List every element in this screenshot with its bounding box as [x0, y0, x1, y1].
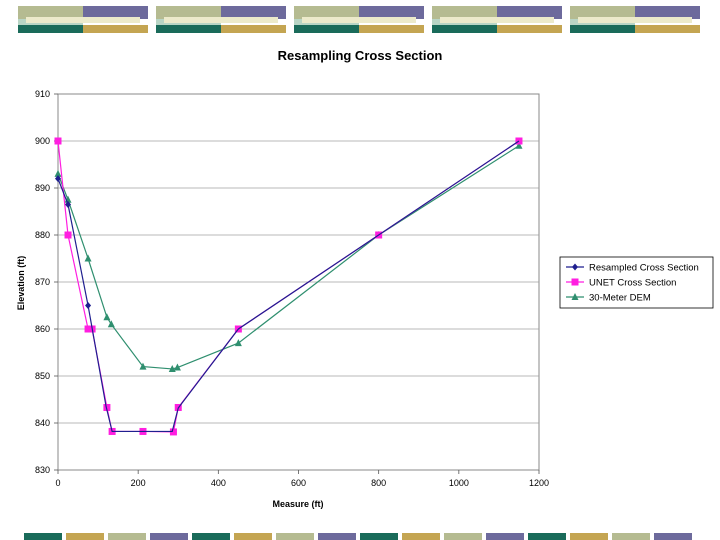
footer-tile	[276, 533, 314, 540]
footer-tile	[318, 533, 356, 540]
footer-tile	[360, 533, 398, 540]
data-point	[168, 364, 176, 372]
y-axis-label: Elevation (ft)	[16, 256, 26, 311]
data-point	[107, 320, 115, 328]
legend-label: UNET Cross Section	[589, 278, 676, 289]
footer-tile	[570, 533, 608, 540]
x-tick-label: 600	[291, 478, 306, 488]
data-point	[169, 428, 177, 436]
y-tick-label: 870	[35, 277, 50, 287]
banner-tile	[570, 6, 700, 33]
y-tick-label: 910	[35, 89, 50, 99]
y-tick-label: 840	[35, 418, 50, 428]
footer-tile	[192, 533, 230, 540]
series-line	[57, 140, 520, 433]
x-tick-label: 1200	[529, 478, 549, 488]
footer-tile	[654, 533, 692, 540]
plot-area: 830 840 850 860 870 880 890 900 910 0 200 400 600 800…	[35, 89, 549, 488]
data-point	[234, 339, 242, 347]
y-tick-label: 890	[35, 183, 50, 193]
data-point	[139, 362, 147, 370]
banner-tile	[294, 6, 424, 33]
legend-box	[559, 256, 714, 309]
data-point	[103, 313, 111, 321]
data-point	[54, 169, 62, 177]
legend-label: Resampled Cross Section	[589, 263, 699, 274]
data-point	[55, 175, 61, 183]
footer-tile	[486, 533, 524, 540]
x-tick-label: 1000	[449, 478, 469, 488]
legend-swatch-marker	[572, 263, 578, 271]
data-point	[85, 302, 92, 309]
footer-tile	[108, 533, 146, 540]
footer-banner	[24, 533, 696, 540]
data-point	[54, 137, 62, 145]
data-point	[65, 200, 72, 208]
data-point	[515, 141, 523, 149]
y-tick-label: 880	[35, 230, 50, 240]
data-point	[64, 231, 72, 239]
banner-tile	[156, 6, 286, 33]
chart-legend: Resampled Cross Section UNET Cross Sectio…	[559, 256, 714, 309]
footer-tile	[444, 533, 482, 540]
footer-tile	[150, 533, 188, 540]
legend-swatch-marker	[571, 293, 579, 300]
data-point	[84, 325, 92, 333]
y-tick-label: 900	[35, 136, 50, 146]
footer-tile	[612, 533, 650, 540]
x-tick-label: 800	[371, 478, 386, 488]
banner-tile	[432, 6, 562, 33]
banner-tile	[18, 6, 148, 33]
footer-tile	[66, 533, 104, 540]
data-point	[173, 363, 181, 371]
footer-tile	[402, 533, 440, 540]
legend-label: 30-Meter DEM	[589, 293, 651, 304]
chart-title: Resampling Cross Section	[278, 48, 443, 63]
x-tick-label: 400	[211, 478, 226, 488]
footer-tile	[234, 533, 272, 540]
footer-tile	[528, 533, 566, 540]
x-tick-label: 200	[131, 478, 146, 488]
y-tick-label: 850	[35, 371, 50, 381]
y-tick-label: 830	[35, 465, 50, 475]
data-point	[84, 254, 92, 262]
x-axis-label: Measure (ft)	[272, 499, 323, 509]
y-tick-label: 860	[35, 324, 50, 334]
header-banner	[18, 6, 702, 33]
footer-tile	[24, 533, 62, 540]
legend-swatch-marker	[571, 278, 579, 286]
x-tick-label: 0	[55, 478, 60, 488]
